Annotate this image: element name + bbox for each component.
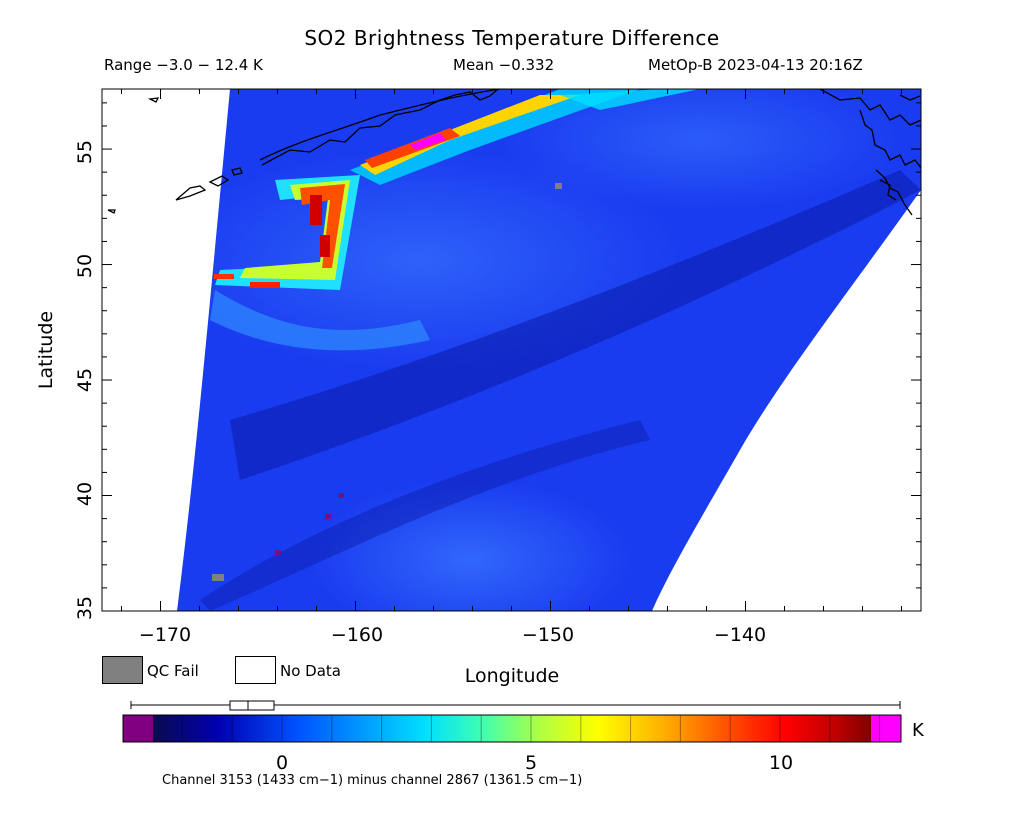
mean-text: Mean −0.332 <box>453 56 555 74</box>
no-data-swatch <box>235 656 276 684</box>
range-text: Range −3.0 − 12.4 K <box>104 56 263 74</box>
colorbar-gradient <box>153 715 871 742</box>
ytick-label: 45 <box>74 368 96 392</box>
ytick-label: 50 <box>74 254 96 278</box>
colorbar-tick-label: 5 <box>525 752 537 774</box>
ytick-label: 40 <box>74 482 96 506</box>
colorbar-note: Channel 3153 (1433 cm−1) minus channel 2… <box>162 773 583 788</box>
xtick-label: −160 <box>331 624 383 646</box>
ytick-label: 55 <box>74 140 96 164</box>
colorbar-low-swatch <box>123 715 153 742</box>
colorbar-tick-label: 10 <box>769 752 793 774</box>
axis-ticks <box>102 89 921 612</box>
colorbar-tick-label: 0 <box>276 752 288 774</box>
colorbar <box>122 714 902 743</box>
data-swath <box>107 89 921 611</box>
xtick-label: −170 <box>139 624 191 646</box>
no-data-label: No Data <box>280 662 341 680</box>
ytick-label: 35 <box>74 596 96 620</box>
colorbar-high-swatch <box>871 715 901 742</box>
qc-fail-label: QC Fail <box>147 662 199 680</box>
colorbar-unit: K <box>912 720 924 741</box>
xtick-label: −140 <box>714 624 766 646</box>
distribution-boxplot <box>130 700 901 711</box>
x-axis-label: Longitude <box>464 665 560 687</box>
satellite-time-text: MetOp-B 2023-04-13 20:16Z <box>648 56 863 74</box>
qc-fail-swatch <box>102 656 143 684</box>
chart-title: SO2 Brightness Temperature Difference <box>304 26 720 50</box>
y-axis-label: Latitude <box>35 310 57 390</box>
coastline <box>107 89 921 216</box>
xtick-label: −150 <box>522 624 574 646</box>
